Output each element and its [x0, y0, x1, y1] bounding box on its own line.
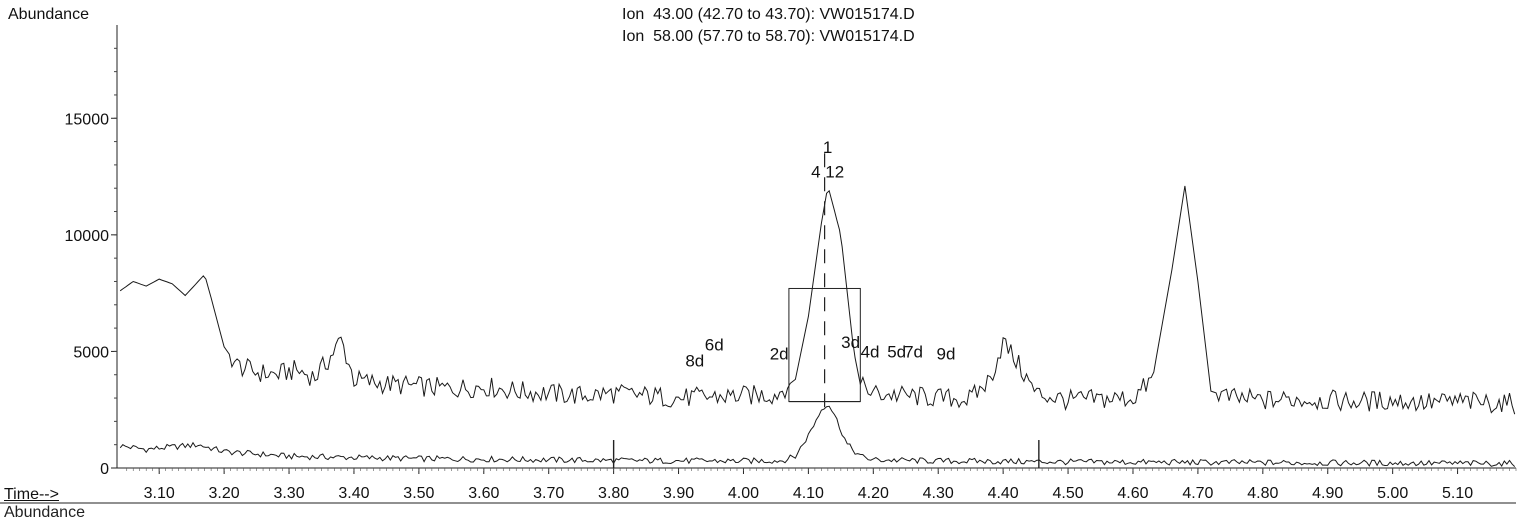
x-tick-label: 4.40 — [988, 485, 1019, 502]
y-tick-label: 5000 — [73, 344, 109, 361]
x-tick-label: 3.10 — [144, 485, 175, 502]
x-tick-label: 3.40 — [338, 485, 369, 502]
x-tick-label: 4.10 — [793, 485, 824, 502]
x-tick-label: 3.20 — [209, 485, 240, 502]
y-axis-label: Abundance — [8, 6, 89, 23]
peak-label: 7d — [904, 342, 923, 361]
x-tick-label: 3.30 — [273, 485, 304, 502]
peak-label: 5d — [887, 342, 906, 361]
x-tick-label: 4.20 — [858, 485, 889, 502]
x-tick-label: 4.60 — [1117, 485, 1148, 502]
x-tick-label: 4.80 — [1247, 485, 1278, 502]
peak-label: 3d — [841, 333, 860, 352]
x-tick-label: 4.30 — [923, 485, 954, 502]
peak-label: 9d — [937, 345, 956, 364]
series-line-ion-58 — [119, 405, 1516, 467]
x-tick-label: 3.50 — [403, 485, 434, 502]
ion-trace-title-58: Ion 58.00 (57.70 to 58.70): VW015174.D — [622, 28, 915, 45]
y-tick-label: 15000 — [65, 111, 110, 128]
x-tick-label: 4.00 — [728, 485, 759, 502]
peak-id-bottom-label: 4 12 — [811, 163, 844, 182]
series-line-ion-43 — [119, 185, 1516, 415]
x-tick-label: 4.90 — [1312, 485, 1343, 502]
x-tick-label: 4.70 — [1182, 485, 1213, 502]
x-tick-label: 5.00 — [1377, 485, 1408, 502]
peak-label: 8d — [685, 352, 704, 371]
x-tick-label: 5.10 — [1442, 485, 1473, 502]
peak-label: 4d — [861, 342, 880, 361]
y-tick-label: 0 — [100, 461, 109, 478]
peak-id-top-label: 1 — [823, 138, 832, 157]
peak-label: 6d — [705, 335, 724, 354]
x-tick-label: 3.60 — [468, 485, 499, 502]
x-tick-label: 3.70 — [533, 485, 564, 502]
ion-trace-title-43: Ion 43.00 (42.70 to 43.70): VW015174.D — [622, 6, 915, 23]
y-tick-label: 10000 — [65, 228, 110, 245]
x-axis-label: Time--> — [4, 486, 59, 503]
x-tick-label: 3.80 — [598, 485, 629, 502]
x-tick-label: 4.50 — [1052, 485, 1083, 502]
peak-label: 2d — [770, 345, 789, 364]
x-tick-label: 3.90 — [663, 485, 694, 502]
